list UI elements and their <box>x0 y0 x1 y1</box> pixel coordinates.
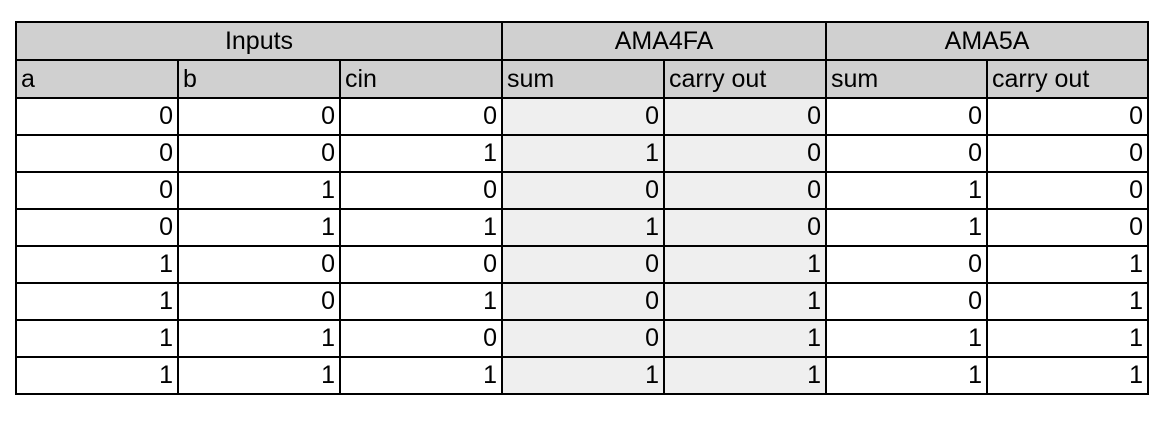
cell-b: 0 <box>177 245 341 284</box>
table-row: 1 0 0 0 1 0 1 <box>15 245 1150 284</box>
cell-b: 0 <box>177 282 341 321</box>
cell-ama5a-carry-out: 0 <box>986 97 1150 136</box>
table-row: 0 0 1 1 0 0 0 <box>15 134 1150 173</box>
column-header-b: b <box>177 59 341 99</box>
cell-b: 1 <box>177 356 341 395</box>
cell-b: 1 <box>177 319 341 358</box>
cell-b: 1 <box>177 171 341 210</box>
cell-a: 0 <box>15 97 179 136</box>
cell-cin: 0 <box>338 319 504 358</box>
cell-ama5a-carry-out: 1 <box>986 319 1150 358</box>
cell-ama5a-carry-out: 1 <box>986 356 1150 395</box>
cell-b: 0 <box>177 97 341 136</box>
cell-ama4fa-carry-out: 1 <box>663 319 828 358</box>
cell-ama5a-sum: 0 <box>825 134 989 173</box>
cell-ama4fa-carry-out: 0 <box>663 97 828 136</box>
cell-ama5a-sum: 0 <box>825 245 989 284</box>
cell-cin: 1 <box>338 134 504 173</box>
cell-ama5a-sum: 0 <box>825 97 989 136</box>
cell-ama5a-sum: 1 <box>825 319 989 358</box>
group-header-row: Inputs AMA4FA AMA5A <box>14 21 1150 61</box>
group-header-ama4fa: AMA4FA <box>501 21 828 61</box>
cell-cin: 0 <box>338 97 504 136</box>
column-header-ama4fa-sum: sum <box>501 59 666 99</box>
cell-ama5a-carry-out: 0 <box>986 171 1150 210</box>
cell-a: 0 <box>15 134 179 173</box>
cell-ama4fa-sum: 1 <box>501 356 666 395</box>
cell-ama4fa-carry-out: 1 <box>663 245 828 284</box>
cell-ama4fa-carry-out: 0 <box>663 208 828 247</box>
column-header-row: a b cin sum carry out sum carry out <box>15 59 1150 99</box>
cell-ama4fa-carry-out: 1 <box>663 282 828 321</box>
cell-ama4fa-sum: 0 <box>501 245 666 284</box>
cell-ama4fa-sum: 0 <box>501 97 666 136</box>
cell-ama4fa-sum: 1 <box>501 134 666 173</box>
table-row: 0 0 0 0 0 0 0 <box>15 97 1150 136</box>
table-row: 1 0 1 0 1 0 1 <box>15 282 1150 321</box>
cell-a: 1 <box>15 282 179 321</box>
cell-ama5a-sum: 1 <box>825 171 989 210</box>
cell-cin: 1 <box>338 282 504 321</box>
table-row: 1 1 0 0 1 1 1 <box>15 319 1150 358</box>
table-row: 1 1 1 1 1 1 1 <box>15 356 1150 395</box>
column-header-a: a <box>15 59 179 99</box>
cell-ama5a-sum: 1 <box>825 356 989 395</box>
column-header-ama4fa-carry-out: carry out <box>663 59 828 99</box>
cell-a: 0 <box>15 208 179 247</box>
cell-ama4fa-sum: 0 <box>501 282 666 321</box>
column-header-ama5a-carry-out: carry out <box>986 59 1150 99</box>
group-header-ama5a: AMA5A <box>825 21 1150 61</box>
cell-a: 0 <box>15 171 179 210</box>
cell-ama4fa-sum: 1 <box>501 208 666 247</box>
cell-b: 1 <box>177 208 341 247</box>
cell-ama5a-carry-out: 0 <box>986 208 1150 247</box>
cell-a: 1 <box>15 319 179 358</box>
cell-ama4fa-sum: 0 <box>501 171 666 210</box>
cell-b: 0 <box>177 134 341 173</box>
cell-ama5a-sum: 0 <box>825 282 989 321</box>
cell-a: 1 <box>15 245 179 284</box>
cell-cin: 1 <box>338 356 504 395</box>
cell-a: 1 <box>15 356 179 395</box>
cell-ama5a-sum: 1 <box>825 208 989 247</box>
cell-ama4fa-carry-out: 0 <box>663 171 828 210</box>
cell-ama4fa-sum: 0 <box>501 319 666 358</box>
column-header-ama5a-sum: sum <box>825 59 989 99</box>
truth-table-sheet: Inputs AMA4FA AMA5A a b cin sum carry ou… <box>14 21 1150 395</box>
cell-ama4fa-carry-out: 1 <box>663 356 828 395</box>
cell-cin: 0 <box>338 171 504 210</box>
cell-cin: 0 <box>338 245 504 284</box>
cell-cin: 1 <box>338 208 504 247</box>
group-header-inputs: Inputs <box>14 21 504 61</box>
table-row: 0 1 0 0 0 1 0 <box>15 171 1150 210</box>
column-header-cin: cin <box>338 59 504 99</box>
cell-ama5a-carry-out: 1 <box>986 282 1150 321</box>
table-row: 0 1 1 1 0 1 0 <box>15 208 1150 247</box>
cell-ama4fa-carry-out: 0 <box>663 134 828 173</box>
cell-ama5a-carry-out: 0 <box>986 134 1150 173</box>
truth-table: Inputs AMA4FA AMA5A a b cin sum carry ou… <box>14 21 1150 395</box>
cell-ama5a-carry-out: 1 <box>986 245 1150 284</box>
